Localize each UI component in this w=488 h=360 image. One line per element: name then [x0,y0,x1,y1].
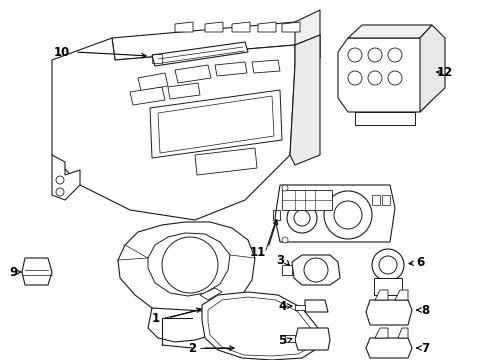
Polygon shape [158,96,273,153]
Circle shape [347,71,361,85]
Polygon shape [118,222,254,318]
Text: 5: 5 [277,333,285,346]
Polygon shape [175,65,210,83]
Polygon shape [394,290,407,300]
Polygon shape [397,328,407,338]
Polygon shape [291,255,339,285]
Circle shape [371,249,403,281]
Polygon shape [52,155,80,200]
Polygon shape [282,22,299,32]
Polygon shape [150,90,282,158]
Bar [371,195,379,205]
Polygon shape [52,38,294,220]
Polygon shape [294,305,305,310]
Polygon shape [195,148,257,175]
Polygon shape [289,35,319,165]
Polygon shape [130,87,164,105]
Polygon shape [282,265,291,275]
Polygon shape [374,290,387,300]
Circle shape [293,210,309,226]
Text: 12: 12 [436,66,452,78]
Circle shape [162,237,218,293]
Polygon shape [138,73,168,91]
Polygon shape [365,300,411,325]
Polygon shape [347,25,431,38]
Polygon shape [22,258,52,285]
Polygon shape [365,338,411,358]
Circle shape [56,176,64,184]
Text: 11: 11 [249,246,265,258]
Polygon shape [354,112,414,125]
Polygon shape [202,292,317,360]
Polygon shape [148,233,229,296]
Polygon shape [215,62,246,76]
Text: 6: 6 [415,256,423,269]
Text: 3: 3 [275,253,284,266]
Polygon shape [175,22,193,32]
Circle shape [367,48,381,62]
Text: 10: 10 [54,45,70,58]
Circle shape [387,71,401,85]
Circle shape [56,188,64,196]
Text: 1: 1 [152,311,160,324]
Polygon shape [148,308,220,342]
Text: 2: 2 [187,342,196,355]
Polygon shape [207,297,311,356]
Circle shape [282,185,287,191]
Bar [282,190,331,210]
Polygon shape [285,335,294,342]
Circle shape [333,201,361,229]
Circle shape [378,256,396,274]
Polygon shape [231,22,249,32]
Text: 9: 9 [10,266,18,279]
Polygon shape [204,22,223,32]
Circle shape [304,258,327,282]
Circle shape [387,48,401,62]
Circle shape [286,203,316,233]
Bar [152,54,162,63]
Polygon shape [337,38,431,112]
Polygon shape [294,10,319,45]
Circle shape [282,237,287,243]
Polygon shape [373,278,401,295]
Circle shape [367,71,381,85]
Polygon shape [419,25,444,112]
Text: 4: 4 [278,300,286,312]
Polygon shape [152,42,247,66]
Circle shape [324,191,371,239]
Text: 8: 8 [420,303,428,316]
Polygon shape [200,288,222,300]
Polygon shape [112,22,319,60]
Circle shape [347,48,361,62]
Bar [381,195,389,205]
Text: 7: 7 [420,342,428,355]
Polygon shape [168,83,200,99]
Polygon shape [274,185,394,242]
Polygon shape [251,60,280,73]
Polygon shape [294,328,329,350]
Polygon shape [305,300,327,312]
Polygon shape [374,328,387,338]
Polygon shape [258,22,275,32]
